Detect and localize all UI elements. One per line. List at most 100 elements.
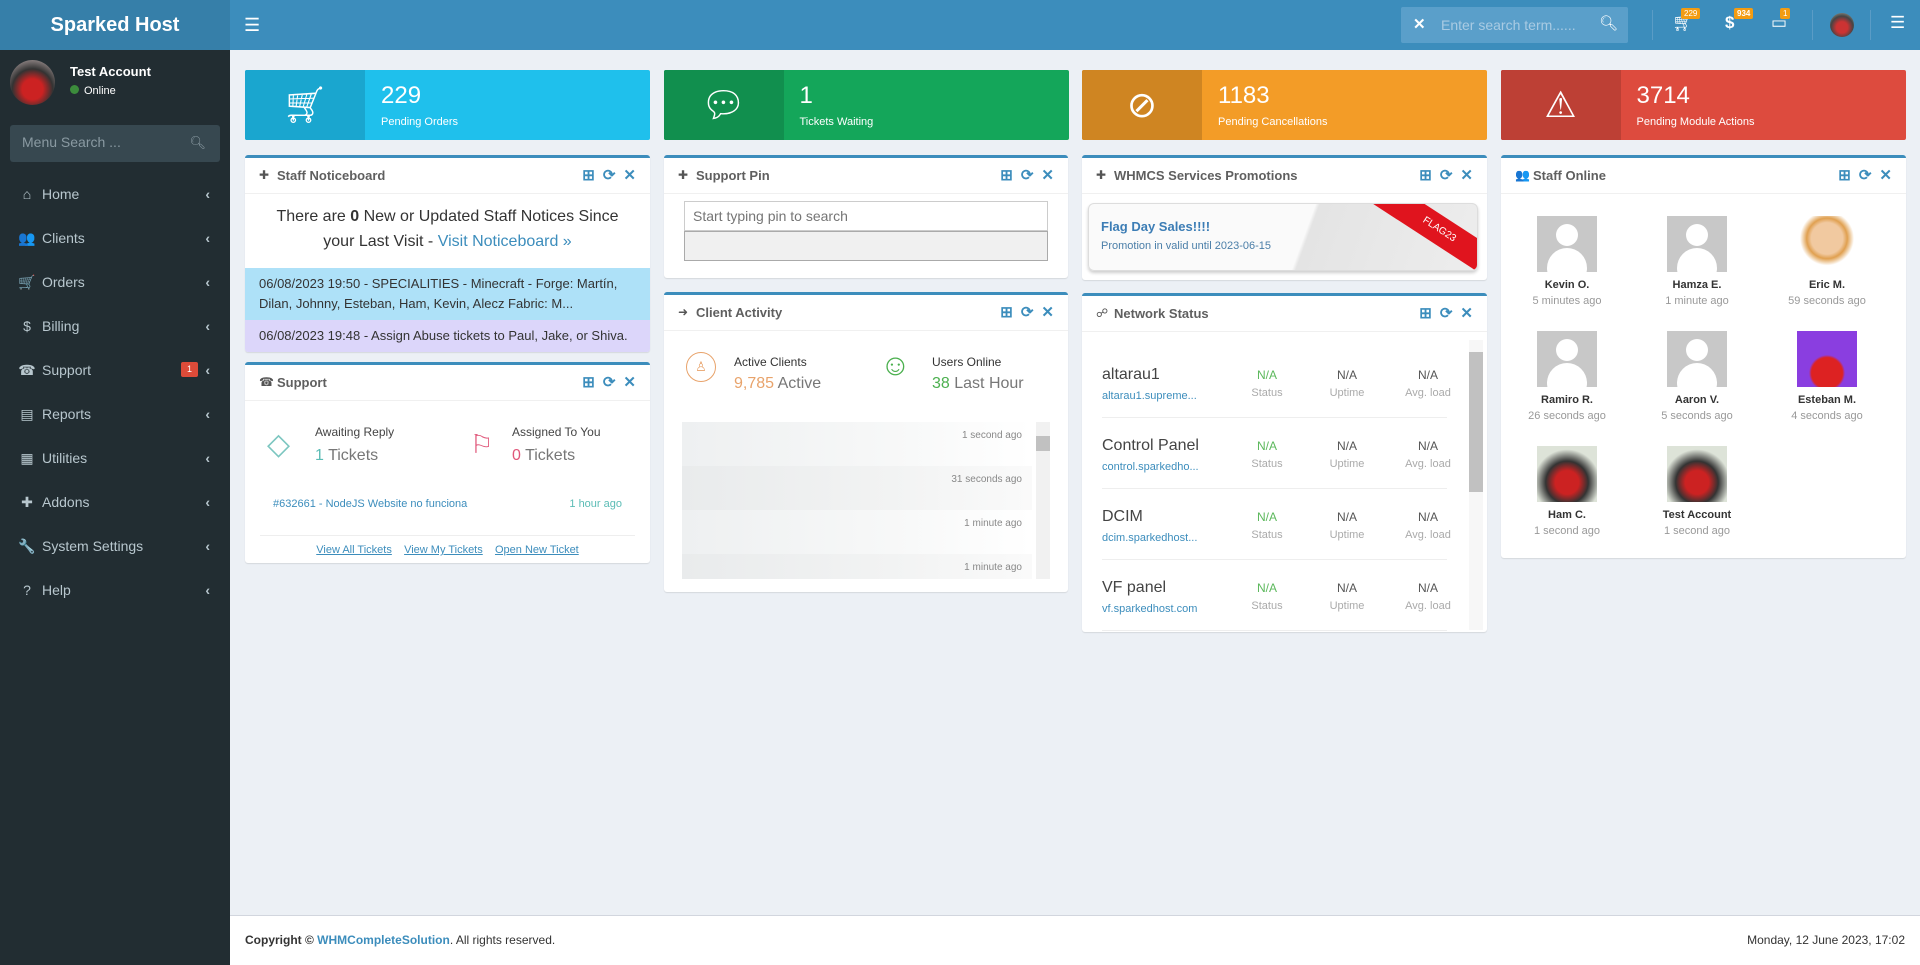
sidebar-item-orders[interactable]: 🛒 Orders ‹ — [0, 260, 230, 304]
chevron-left-icon: ‹ — [205, 494, 210, 510]
awaiting-reply-stat[interactable]: Awaiting Reply 1 Tickets — [315, 425, 395, 464]
stat-box-tickets-waiting[interactable]: 💬︎ 1 Tickets Waiting — [663, 70, 1069, 140]
network-scrollbar[interactable] — [1469, 340, 1483, 630]
staff-member[interactable]: Kevin O. 5 minutes ago — [1507, 216, 1627, 307]
refresh-icon[interactable]: ⟳ — [1858, 167, 1872, 184]
network-status-panel: ☍ Network Status ⊞ ⟳ ✕ altarau1 altarau1.supr… — [1082, 293, 1487, 632]
app-logo[interactable]: Sparked Host — [0, 0, 230, 50]
expand-icon[interactable]: ⊞ — [582, 374, 595, 391]
cart-icon: 🛒 — [18, 274, 36, 290]
expand-icon[interactable]: ⊞ — [1000, 304, 1013, 321]
server-host[interactable]: altarau1.supreme... — [1102, 390, 1197, 402]
warning-icon: ⚠︎ — [1500, 70, 1621, 140]
uptime-label: Uptime — [1329, 458, 1365, 470]
close-icon[interactable]: ✕ — [623, 374, 636, 391]
refresh-icon[interactable]: ⟳ — [1020, 304, 1034, 321]
staff-member[interactable]: Eric M. 59 seconds ago — [1767, 216, 1887, 307]
expand-icon[interactable]: ⊞ — [1838, 167, 1851, 184]
user-avatar[interactable] — [1830, 13, 1854, 37]
sidebar-item-clients[interactable]: 👥 Clients ‹ — [0, 216, 230, 260]
expand-icon[interactable]: ⊞ — [1419, 167, 1432, 184]
close-icon[interactable]: ✕ — [1879, 167, 1892, 184]
refresh-icon[interactable]: ⟳ — [602, 167, 616, 184]
activity-scrollbar[interactable] — [1036, 422, 1050, 579]
server-host[interactable]: control.sparkedho... — [1102, 461, 1199, 473]
company-link[interactable]: WHMCompleteSolution — [317, 933, 450, 947]
promotion-card[interactable]: Flag Day Sales!!!! Promotion in valid un… — [1088, 203, 1478, 271]
tag-icon: ◇ — [267, 428, 291, 461]
sidebar-item-label: Addons — [42, 494, 90, 510]
refresh-icon[interactable]: ⟳ — [1439, 167, 1453, 184]
status-label: Status — [1251, 387, 1283, 399]
close-icon[interactable]: ✕ — [1460, 305, 1473, 322]
ban-icon: ⊘ — [1082, 70, 1202, 140]
visit-noticeboard-link[interactable]: Visit Noticeboard » — [437, 233, 572, 250]
sidebar-item-utilities[interactable]: ▦ Utilities ‹ — [0, 436, 230, 480]
search-icon[interactable]: 🔍︎ — [189, 135, 206, 150]
refresh-icon[interactable]: ⟳ — [602, 374, 616, 391]
staff-last-seen: 4 seconds ago — [1791, 410, 1863, 422]
sidebar-item-home[interactable]: ⌂ Home ‹ — [0, 172, 230, 216]
chevron-left-icon: ‹ — [205, 186, 210, 202]
global-search-input[interactable] — [1441, 13, 1591, 37]
staff-member[interactable]: Aaron V. 5 seconds ago — [1637, 331, 1757, 422]
staff-member[interactable]: Ramiro R. 26 seconds ago — [1507, 331, 1627, 422]
refresh-icon[interactable]: ⟳ — [1439, 305, 1453, 322]
sidebar-item-label: Clients — [42, 230, 85, 246]
ticket-link[interactable]: #632661 - NodeJS Website no funciona — [273, 498, 468, 510]
support-panel: ☎ Support ⊞ ⟳ ✕ ◇ Awaiting Reply 1 Tickets ⚐ … — [245, 362, 650, 563]
notice-item[interactable]: 06/08/2023 19:48 - Assign Abuse tickets … — [245, 320, 650, 352]
sidebar-item-addons[interactable]: ✚ Addons ‹ — [0, 480, 230, 524]
sidebar-item-reports[interactable]: ▤ Reports ‹ — [0, 392, 230, 436]
home-icon: ⌂ — [22, 186, 32, 202]
search-icon[interactable]: 🔍︎ — [1598, 15, 1618, 32]
view-all-tickets-link[interactable]: View All Tickets — [316, 544, 392, 556]
close-icon[interactable]: ✕ — [1041, 304, 1054, 321]
staff-last-seen: 59 seconds ago — [1788, 295, 1866, 307]
clear-search-icon[interactable]: ✕ — [1413, 16, 1426, 33]
close-icon[interactable]: ✕ — [1041, 167, 1054, 184]
staff-member[interactable]: Hamza E. 1 minute ago — [1637, 216, 1757, 307]
users-icon: 👥 — [18, 230, 36, 246]
stat-label: Pending Cancellations — [1218, 116, 1328, 128]
sidebar-item-support[interactable]: ☎ Support 1 ‹ — [0, 348, 230, 392]
stat-box-pending-cancellations[interactable]: ⊘ 1183 Pending Cancellations — [1082, 70, 1487, 140]
server-host[interactable]: dcim.sparkedhost... — [1102, 532, 1198, 544]
expand-icon[interactable]: ⊞ — [1419, 305, 1432, 322]
staff-member[interactable]: Esteban M. 4 seconds ago — [1767, 331, 1887, 422]
expand-icon[interactable]: ⊞ — [1000, 167, 1013, 184]
staff-avatar — [1797, 216, 1857, 272]
dollar-icon[interactable]: $934 — [1725, 8, 1754, 33]
refresh-icon[interactable]: ⟳ — [1020, 167, 1034, 184]
staff-member[interactable]: Ham C. 1 second ago — [1507, 446, 1627, 537]
staff-last-seen: 5 minutes ago — [1532, 295, 1602, 307]
staff-last-seen: 1 second ago — [1533, 525, 1601, 537]
server-host[interactable]: vf.sparkedhost.com — [1102, 603, 1198, 615]
open-new-ticket-link[interactable]: Open New Ticket — [494, 544, 579, 556]
status-label: Status — [1251, 600, 1283, 612]
expand-icon[interactable]: ⊞ — [582, 167, 595, 184]
menu-search-input[interactable] — [22, 134, 182, 150]
panel-title: Network Status — [1114, 306, 1209, 321]
close-icon[interactable]: ✕ — [623, 167, 636, 184]
pin-search-input[interactable] — [684, 201, 1048, 231]
stat-box-pending-module-actions[interactable]: ⚠︎ 3714 Pending Module Actions — [1500, 70, 1906, 140]
sidebar-item-system-settings[interactable]: 🔧 System Settings ‹ — [0, 524, 230, 568]
close-icon[interactable]: ✕ — [1460, 167, 1473, 184]
assigned-stat[interactable]: Assigned To You 0 Tickets — [512, 425, 601, 464]
view-my-tickets-link[interactable]: View My Tickets — [404, 544, 483, 556]
menu-icon[interactable]: ☰ — [1890, 13, 1906, 32]
sidebar-item-label: Orders — [42, 274, 85, 290]
sidebar-item-billing[interactable]: $ Billing ‹ — [0, 304, 230, 348]
stat-box-pending-orders[interactable]: 🛒︎ 229 Pending Orders — [245, 70, 650, 140]
sidebar-item-help[interactable]: ? Help ‹ — [0, 568, 230, 612]
notice-item[interactable]: 06/08/2023 19:50 - SPECIALITIES - Minecr… — [245, 268, 650, 320]
puzzle-icon: ✚ — [678, 168, 689, 182]
sidebar-toggle-icon[interactable]: ☰ — [244, 15, 261, 35]
load-label: Avg. load — [1405, 600, 1451, 612]
ticket-icon[interactable]: ▭ 1 — [1771, 8, 1791, 33]
divider — [1870, 10, 1871, 40]
staff-member[interactable]: Test Account 1 second ago — [1637, 446, 1757, 537]
staff-avatar — [1667, 446, 1727, 502]
cart-icon[interactable]: 🛒︎ 229 — [1672, 8, 1701, 33]
